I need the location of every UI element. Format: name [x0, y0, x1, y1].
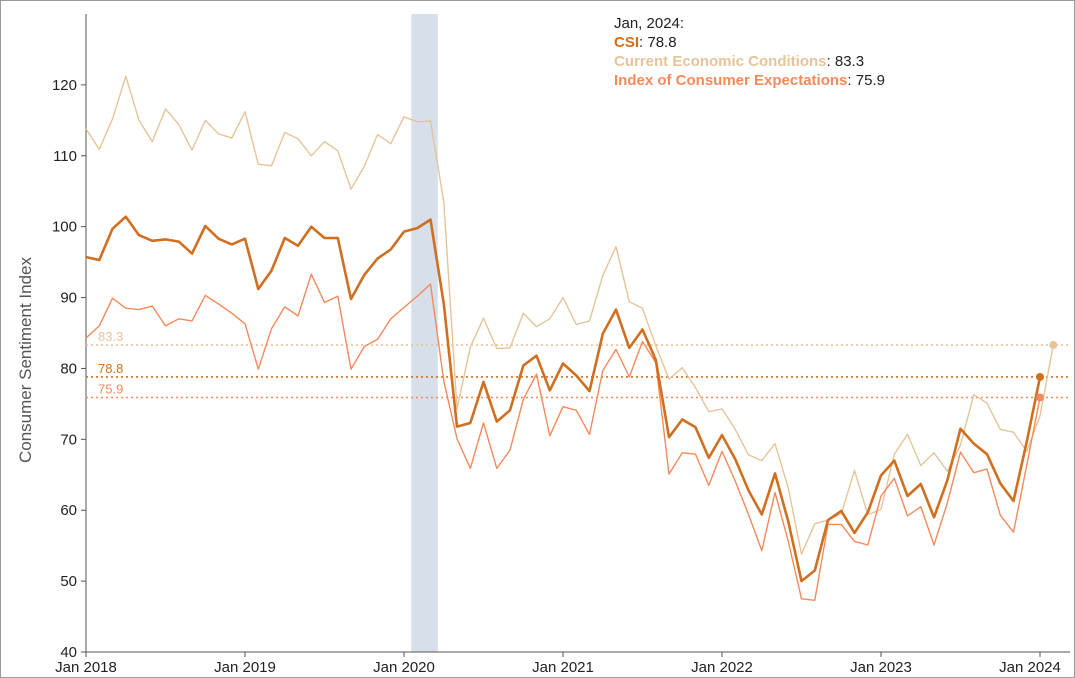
x-tick-label: Jan 2022: [691, 659, 753, 676]
tooltip-line-expectations: Index of Consumer Expectations: 75.9: [614, 72, 885, 89]
tooltip-name-expectations: Index of Consumer Expectations: [614, 72, 848, 89]
y-tick-label: 70: [60, 431, 77, 448]
series-line-csi[interactable]: [85, 215, 1042, 583]
y-tick-label: 80: [60, 360, 77, 377]
reference-label: 83.3: [98, 329, 123, 344]
tooltip-name-current: Current Economic Conditions: [614, 53, 827, 70]
tooltip-value-current: 83.3: [834, 53, 865, 70]
tooltip-value-expectations: 75.9: [855, 72, 885, 89]
x-tick-label: Jan 2023: [850, 659, 912, 676]
recession-band: [411, 14, 438, 652]
y-tick-label: 40: [60, 644, 77, 661]
x-tick-label: Jan 2024: [999, 659, 1061, 676]
x-tick-label: Jan 2019: [214, 659, 276, 676]
y-axis-label: Consumer Sentiment Index: [16, 257, 35, 463]
endpoint-marker[interactable]: [1049, 341, 1058, 350]
endpoint-marker[interactable]: [1036, 372, 1044, 381]
y-tick-label: 60: [60, 502, 77, 519]
tooltip-line-current: Current Economic Conditions: 83.3: [614, 53, 865, 70]
x-tick-label: Jan 2021: [532, 659, 594, 676]
reference-label: 78.8: [98, 361, 123, 376]
x-tick-label: Jan 2020: [373, 659, 435, 676]
series-line-index-of-consumer-expectations[interactable]: [85, 273, 1041, 601]
tooltip-value-csi: 78.8: [647, 34, 677, 51]
x-tick-label: Jan 2018: [55, 659, 117, 676]
tooltip-line-csi: CSI: 78.8: [614, 34, 677, 51]
y-tick-label: 110: [53, 148, 77, 165]
y-tick-label: 50: [60, 573, 77, 590]
tooltip-title: Jan, 2024:: [614, 15, 685, 32]
y-tick-label: 90: [60, 290, 77, 307]
y-tick-label: 120: [52, 77, 77, 94]
endpoint-marker[interactable]: [1036, 393, 1044, 402]
series-line-current-economic-conditions[interactable]: [85, 75, 1054, 555]
reference-label: 75.9: [98, 382, 123, 397]
hover-tooltip: Jan, 2024: CSI: 78.8 Current Economic Co…: [614, 14, 885, 90]
y-tick-label: 100: [52, 219, 77, 236]
tooltip-name-csi: CSI: [614, 34, 640, 51]
